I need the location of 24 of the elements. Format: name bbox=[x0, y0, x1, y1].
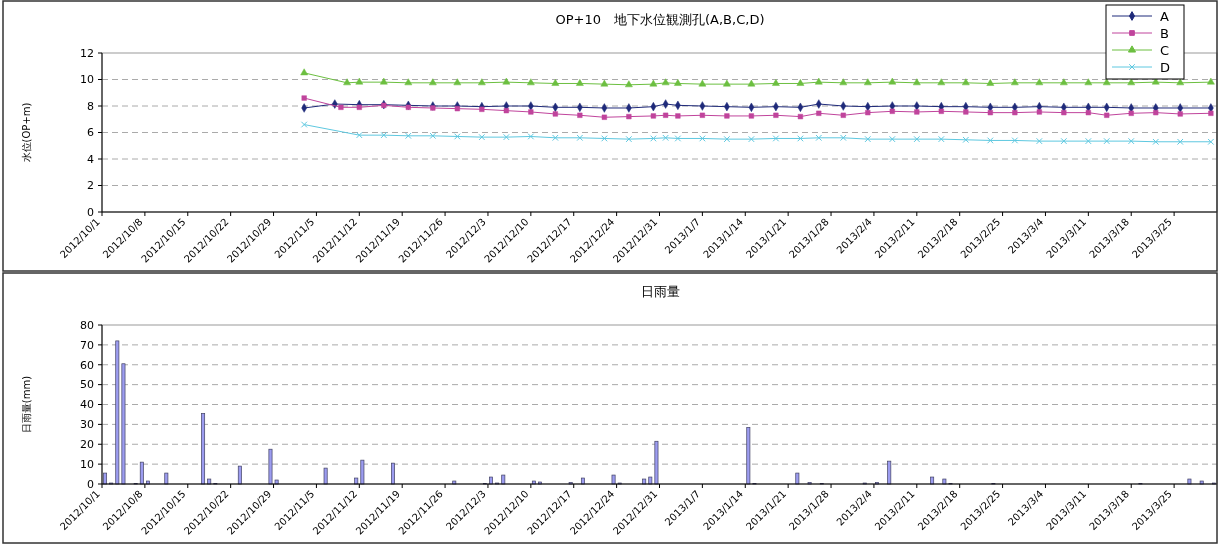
y-tick-label: 2 bbox=[87, 179, 94, 193]
y-tick-label: 10 bbox=[80, 457, 94, 471]
y-tick-label: 12 bbox=[80, 46, 94, 60]
legend-label: A bbox=[1160, 8, 1169, 24]
y-tick-label: 60 bbox=[80, 358, 94, 372]
y-tick-label: 80 bbox=[80, 318, 94, 332]
y-tick-label: 6 bbox=[87, 126, 94, 140]
y-tick-label: 0 bbox=[87, 477, 94, 491]
y-tick-label: 0 bbox=[87, 205, 94, 219]
y-tick-label: 70 bbox=[80, 338, 94, 352]
y-tick-label: 30 bbox=[80, 418, 94, 432]
y-tick-label: 40 bbox=[80, 398, 94, 412]
y-tick-label: 50 bbox=[80, 378, 94, 392]
chart-title: OP+10 地下水位観測孔(A,B,C,D) bbox=[555, 12, 765, 27]
y-tick-label: 10 bbox=[80, 73, 94, 87]
y-tick-label: 4 bbox=[87, 152, 94, 166]
chart-title: 日雨量 bbox=[640, 284, 680, 299]
legend-label: D bbox=[1160, 59, 1171, 75]
legend-label: B bbox=[1160, 25, 1169, 41]
y-axis-title: 水位(OP+m) bbox=[21, 102, 32, 163]
y-axis-title: 日雨量(mm) bbox=[21, 375, 32, 434]
y-tick-label: 20 bbox=[80, 438, 94, 452]
y-tick-label: 8 bbox=[87, 99, 94, 113]
legend-label: C bbox=[1160, 42, 1170, 58]
